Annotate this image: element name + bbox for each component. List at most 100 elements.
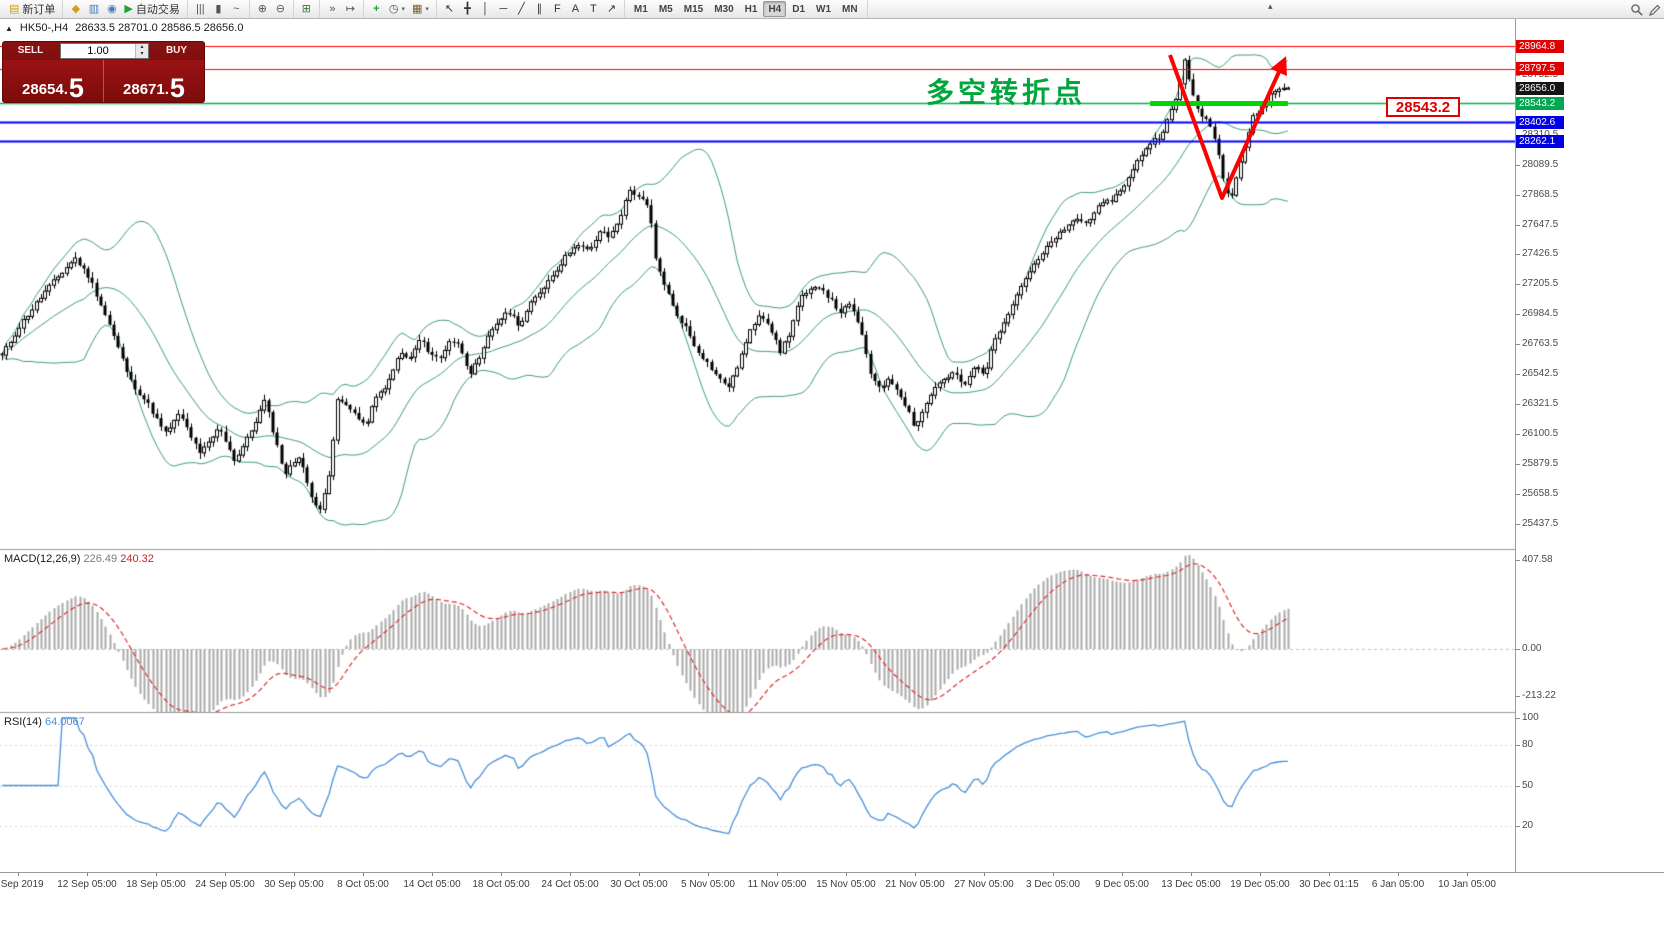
price-axis-label: 25658.5 [1522,487,1559,499]
buy-button[interactable]: 28671. 5 [104,60,204,102]
fibonacci-button[interactable]: F [549,1,566,17]
rsi-indicator-label: RSI(14) 64.0067 [4,716,85,728]
autotrading-button[interactable]: ▶ 自动交易 [121,1,182,17]
arrows-button[interactable]: ↗ [603,1,620,17]
arrow-object-icon: ↗ [606,2,617,15]
cursor-button[interactable]: ↖ [441,1,458,17]
label-button[interactable]: T [585,1,602,17]
timeframe-h4-button[interactable]: H4 [763,1,787,17]
volume-up-button[interactable]: ▴ [140,44,144,50]
edit-icon[interactable] [1648,3,1662,17]
time-axis-label: 9 Dec 05:00 [1095,879,1149,890]
indicators-button[interactable]: + [368,1,385,17]
time-axis-label: 6 Jan 05:00 [1371,879,1425,890]
rsi-axis-label: 20 [1522,820,1534,831]
sell-price: 28654. [22,81,68,98]
one-click-panel-toggle[interactable]: ▲ [5,23,13,33]
time-axis-label: 13 Dec 05:00 [1161,879,1221,890]
timeframe-m30-button[interactable]: M30 [714,3,734,15]
reversal-arrow-annotation[interactable] [1153,49,1298,217]
sell-button[interactable]: 28654. 5 [3,60,104,102]
templates-button-dropdown-icon[interactable]: ▾ [425,6,429,13]
price-axis-label: 26542.5 [1522,368,1559,380]
toolbar-group-line-studies: ↖ ╋ │ ─ ╱ ∥ F A T ↗ [437,0,625,18]
axis-tick [1516,254,1520,255]
price-line-label: 28402.6 [1516,115,1564,129]
cursor-icon: ↖ [444,2,455,15]
autoscroll-button[interactable]: » [324,1,341,17]
toolbar-group-zoom: ⊕ ⊖ [250,0,294,18]
timeframe-m1-button[interactable]: M1 [633,3,648,15]
periods-button[interactable]: ◷ ▾ [386,1,408,17]
macd-name: MACD(12,26,9) [4,553,81,565]
time-axis-tick [570,873,571,876]
data-window-button[interactable]: ▥ [85,1,102,17]
tile-windows-icon: ⊞ [301,2,311,15]
toolbar-group-orders: ▤ 新订单 [2,0,64,18]
volume-control[interactable]: 1.00 ▴ ▾ [60,43,149,59]
periods-button-dropdown-icon[interactable]: ▾ [401,6,405,13]
price-axis-label: 25437.5 [1522,517,1559,529]
time-axis-label: 3 Dec 05:00 [1026,879,1080,890]
price-axis[interactable]: 25437.5 25658.5 25879.5 26100.5 26321.5 26542… [1515,19,1664,872]
fibonacci-icon: F [554,2,561,15]
axis-tick [1516,404,1520,405]
chart-shift-icon: ↦ [345,2,355,15]
time-axis-tick [156,873,157,876]
zoom-out-button[interactable]: ⊖ [272,1,289,17]
search-icon[interactable] [1630,3,1644,17]
toolbar-group-objects: + ◷ ▾ ▦ ▾ [364,0,437,18]
rsi-axis-label: 50 [1522,779,1534,791]
time-axis-label: 21 Nov 05:00 [885,879,945,890]
one-click-trading-panel: SELL 1.00 ▴ ▾ BUY 28654. 5 28671. 5 [2,41,205,103]
buy-label: BUY [165,45,188,56]
time-axis-tick [1191,873,1192,876]
time-axis-tick [87,873,88,876]
time-axis[interactable]: 5 Sep 2019 12 Sep 05:00 18 Sep 05:00 24 Sep… [0,872,1664,894]
new-order-button-label: 新订单 [22,4,56,16]
time-axis-tick [1260,873,1261,876]
timeframe-m15-button[interactable]: M15 [683,3,704,15]
timeframe-h1-button[interactable]: H1 [744,3,758,15]
line-chart-button[interactable]: ~ [228,1,245,17]
volume-down-button[interactable]: ▾ [140,51,144,57]
macd-signal-value: 240.32 [120,553,154,565]
text-button[interactable]: A [567,1,584,17]
timeframe-mn-button[interactable]: MN [842,3,858,15]
candlestick-chart-button[interactable]: ▮ [210,1,227,17]
axis-tick [1516,826,1520,827]
price-chart-canvas[interactable] [0,19,1515,872]
zoom-in-icon: ⊕ [257,2,267,15]
turning-point-annotation[interactable]: 多空转折点 [926,77,1087,108]
timeframe-d1-button[interactable]: D1 [792,3,806,15]
volume-value[interactable]: 1.00 [87,45,109,57]
time-axis-tick [501,873,502,876]
price-axis-label: 28310.5 [1522,129,1558,140]
price-callout[interactable]: 28543.2 [1386,97,1460,117]
template-icon: ▦ [412,2,423,15]
timeframe-w1-button[interactable]: W1 [816,3,832,15]
zoom-in-button[interactable]: ⊕ [254,1,271,17]
channel-button[interactable]: ∥ [531,1,548,17]
market-watch-button[interactable]: ◆ [67,1,84,17]
tile-windows-button[interactable]: ⊞ [298,1,315,17]
vertical-line-button[interactable]: │ [477,1,494,17]
autotrading-button-label: 自动交易 [135,4,180,16]
horizontal-line-button[interactable]: ─ [495,1,512,17]
new-order-button[interactable]: ▤ 新订单 [6,1,58,17]
chart-shift-button[interactable]: ↦ [342,1,359,17]
crosshair-button[interactable]: ╋ [459,1,476,17]
support-zone-line[interactable] [1150,101,1288,106]
trendline-button[interactable]: ╱ [513,1,530,17]
trade-panel-prices: 28654. 5 28671. 5 [3,60,204,102]
time-axis-tick [225,873,226,876]
bar-chart-button[interactable]: ||| [192,1,209,17]
time-axis-label: 24 Oct 05:00 [541,879,599,890]
timeframe-m5-button[interactable]: M5 [658,3,673,15]
toolbar-collapse-icon[interactable]: ▴ [1268,1,1273,11]
terminal-button[interactable]: ◉ [103,1,120,17]
templates-button[interactable]: ▦ ▾ [409,1,432,17]
price-axis-label: 27647.5 [1522,218,1559,230]
macd-axis-label: -213.22 [1522,689,1556,701]
macd-axis-label: 407.58 [1522,554,1553,565]
